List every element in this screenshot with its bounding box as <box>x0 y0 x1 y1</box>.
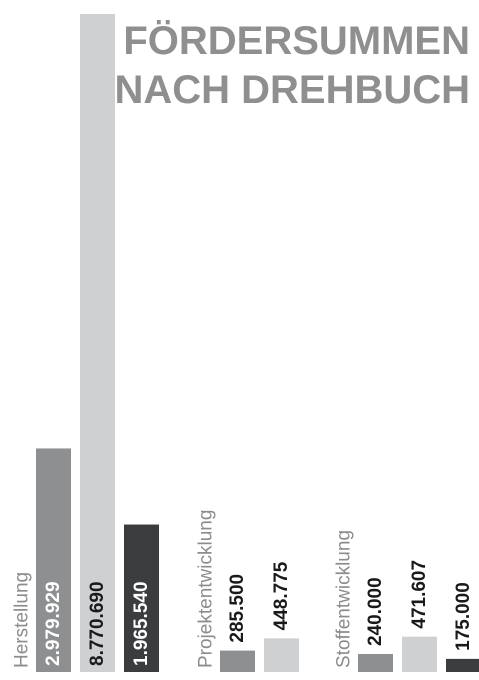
chart-title-line-1: FÖRDERSUMMEN <box>123 18 470 63</box>
value-label: 448.775 <box>271 561 292 630</box>
category-label: Herstellung <box>12 572 33 668</box>
bar <box>402 636 437 672</box>
value-label: 175.000 <box>453 582 474 651</box>
bar <box>80 14 115 672</box>
bar <box>220 650 255 672</box>
value-label: 2.979.929 <box>43 581 64 666</box>
value-label: 8.770.690 <box>87 581 108 666</box>
bar <box>358 653 393 672</box>
value-label: 471.607 <box>409 560 430 629</box>
bar <box>124 524 159 672</box>
value-label: 285.500 <box>227 574 248 643</box>
category-label: Stoffentwicklung <box>334 530 355 668</box>
value-label: 240.000 <box>365 577 386 646</box>
labels-layer: Herstellung 2.979.929 8.770.690 1.965.540 Pr… <box>12 510 475 668</box>
bar <box>36 448 71 672</box>
value-label: 1.965.540 <box>131 581 152 666</box>
bar <box>264 638 299 672</box>
bar <box>446 658 479 672</box>
chart-title-line-2: NACH DREHBUCH <box>114 68 470 112</box>
bars-layer <box>36 14 479 672</box>
category-label: Projektentwicklung <box>196 510 217 668</box>
